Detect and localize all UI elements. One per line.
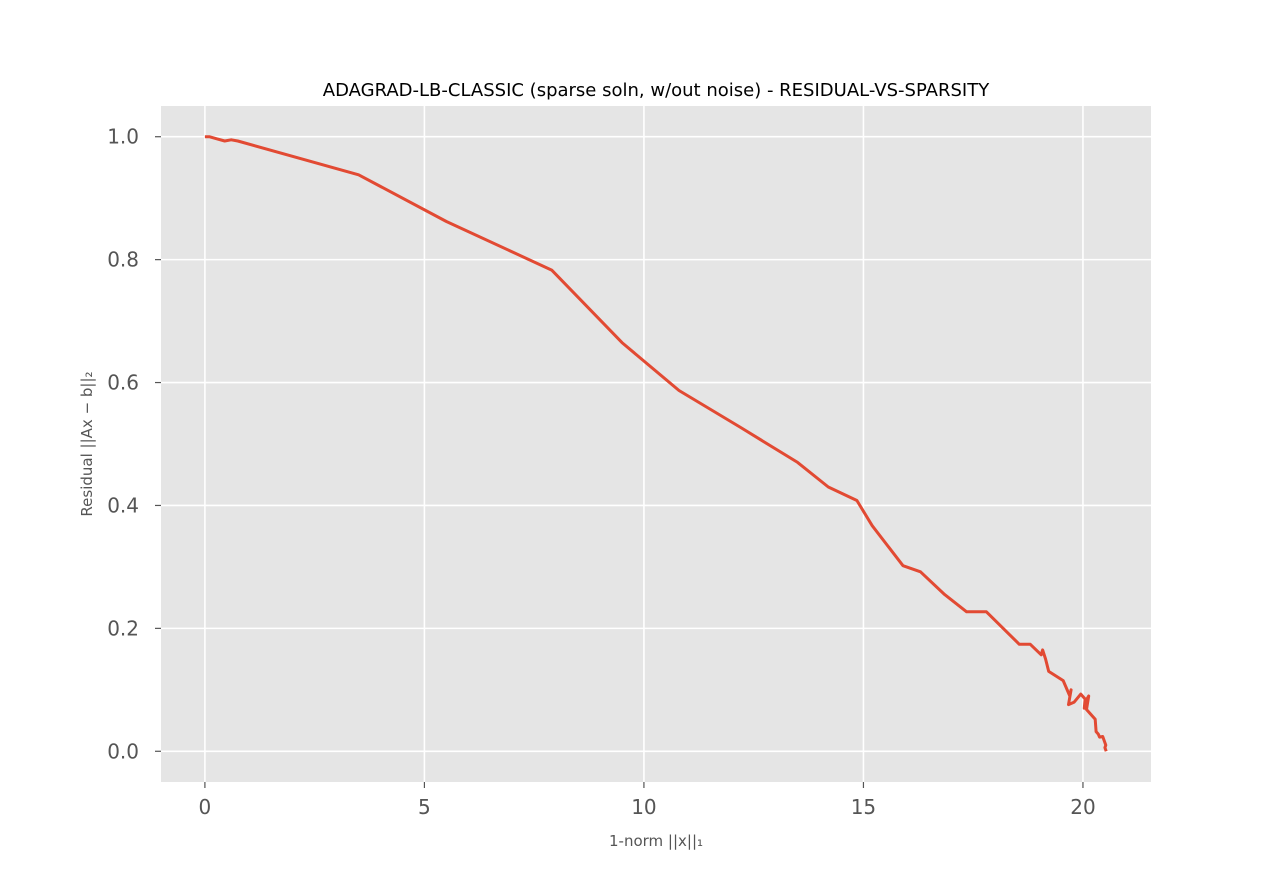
y-tick-label: 0.0 [107, 739, 139, 763]
y-tick-label: 0.2 [107, 616, 139, 640]
x-tick-label: 10 [631, 795, 656, 819]
y-tick-label: 0.6 [107, 371, 139, 395]
y-tick-label: 0.4 [107, 493, 139, 517]
y-tick-label: 0.8 [107, 248, 139, 272]
series-line [204, 135, 1108, 752]
x-tick-label: 5 [418, 795, 431, 819]
x-axis-label: 1-norm ||x||₁ [609, 832, 703, 850]
chart-title: ADAGRAD-LB-CLASSIC (sparse soln, w/out n… [323, 80, 990, 101]
y-tick-label: 1.0 [107, 125, 139, 149]
x-tick-label: 0 [199, 795, 212, 819]
x-tick-label: 20 [1070, 795, 1095, 819]
x-axis-ticks: 0 5 10 15 20 [199, 782, 1096, 819]
x-tick-label: 15 [851, 795, 876, 819]
plot-area [161, 106, 1151, 782]
y-axis-ticks: 0.0 0.2 0.4 0.6 0.8 1.0 [107, 125, 161, 763]
series-layer [204, 135, 1108, 752]
grid-lines [161, 106, 1151, 782]
y-axis-label: Residual ||Ax − b||₂ [78, 371, 96, 516]
